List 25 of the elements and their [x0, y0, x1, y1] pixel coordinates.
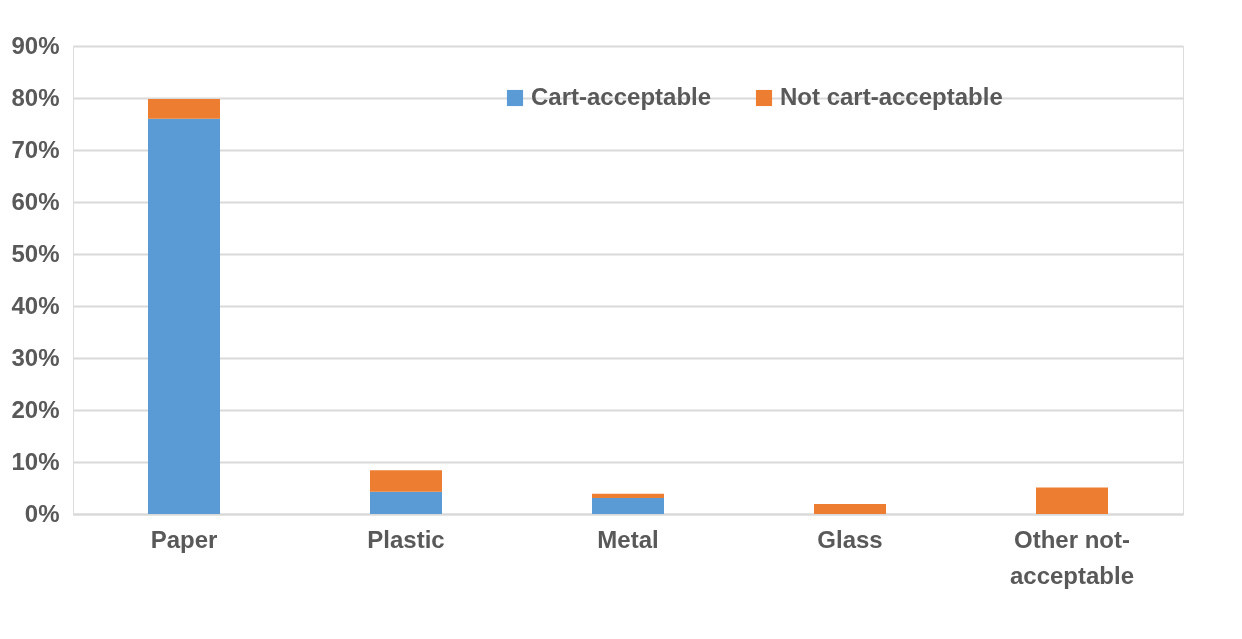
y-tick-label: 0% — [24, 499, 60, 527]
y-tick-label: 10% — [11, 447, 60, 475]
x-tick-label: Plastic — [367, 525, 445, 553]
y-tick-label: 90% — [11, 31, 60, 59]
bar — [148, 99, 220, 119]
x-tick-label: Other not-acceptable — [1009, 525, 1135, 589]
bar — [1036, 487, 1108, 514]
x-tick-label: Metal — [597, 525, 659, 553]
y-tick-label: 40% — [11, 291, 60, 319]
y-tick-label: 70% — [11, 135, 60, 163]
bar — [814, 504, 886, 514]
y-tick-label: 60% — [11, 187, 60, 215]
y-tick-label: 20% — [11, 395, 60, 423]
legend-label: Cart-acceptable — [531, 83, 712, 110]
x-tick-label: Glass — [817, 525, 883, 553]
bar — [370, 491, 442, 514]
bar — [370, 470, 442, 492]
bar — [148, 118, 220, 514]
y-tick-label: 50% — [11, 239, 60, 267]
bar — [592, 497, 664, 514]
y-tick-label: 80% — [11, 83, 60, 111]
bar — [592, 493, 664, 498]
y-tick-label: 30% — [11, 343, 60, 371]
x-tick-label: Paper — [150, 525, 218, 553]
legend-label: Not cart-acceptable — [780, 83, 1003, 110]
